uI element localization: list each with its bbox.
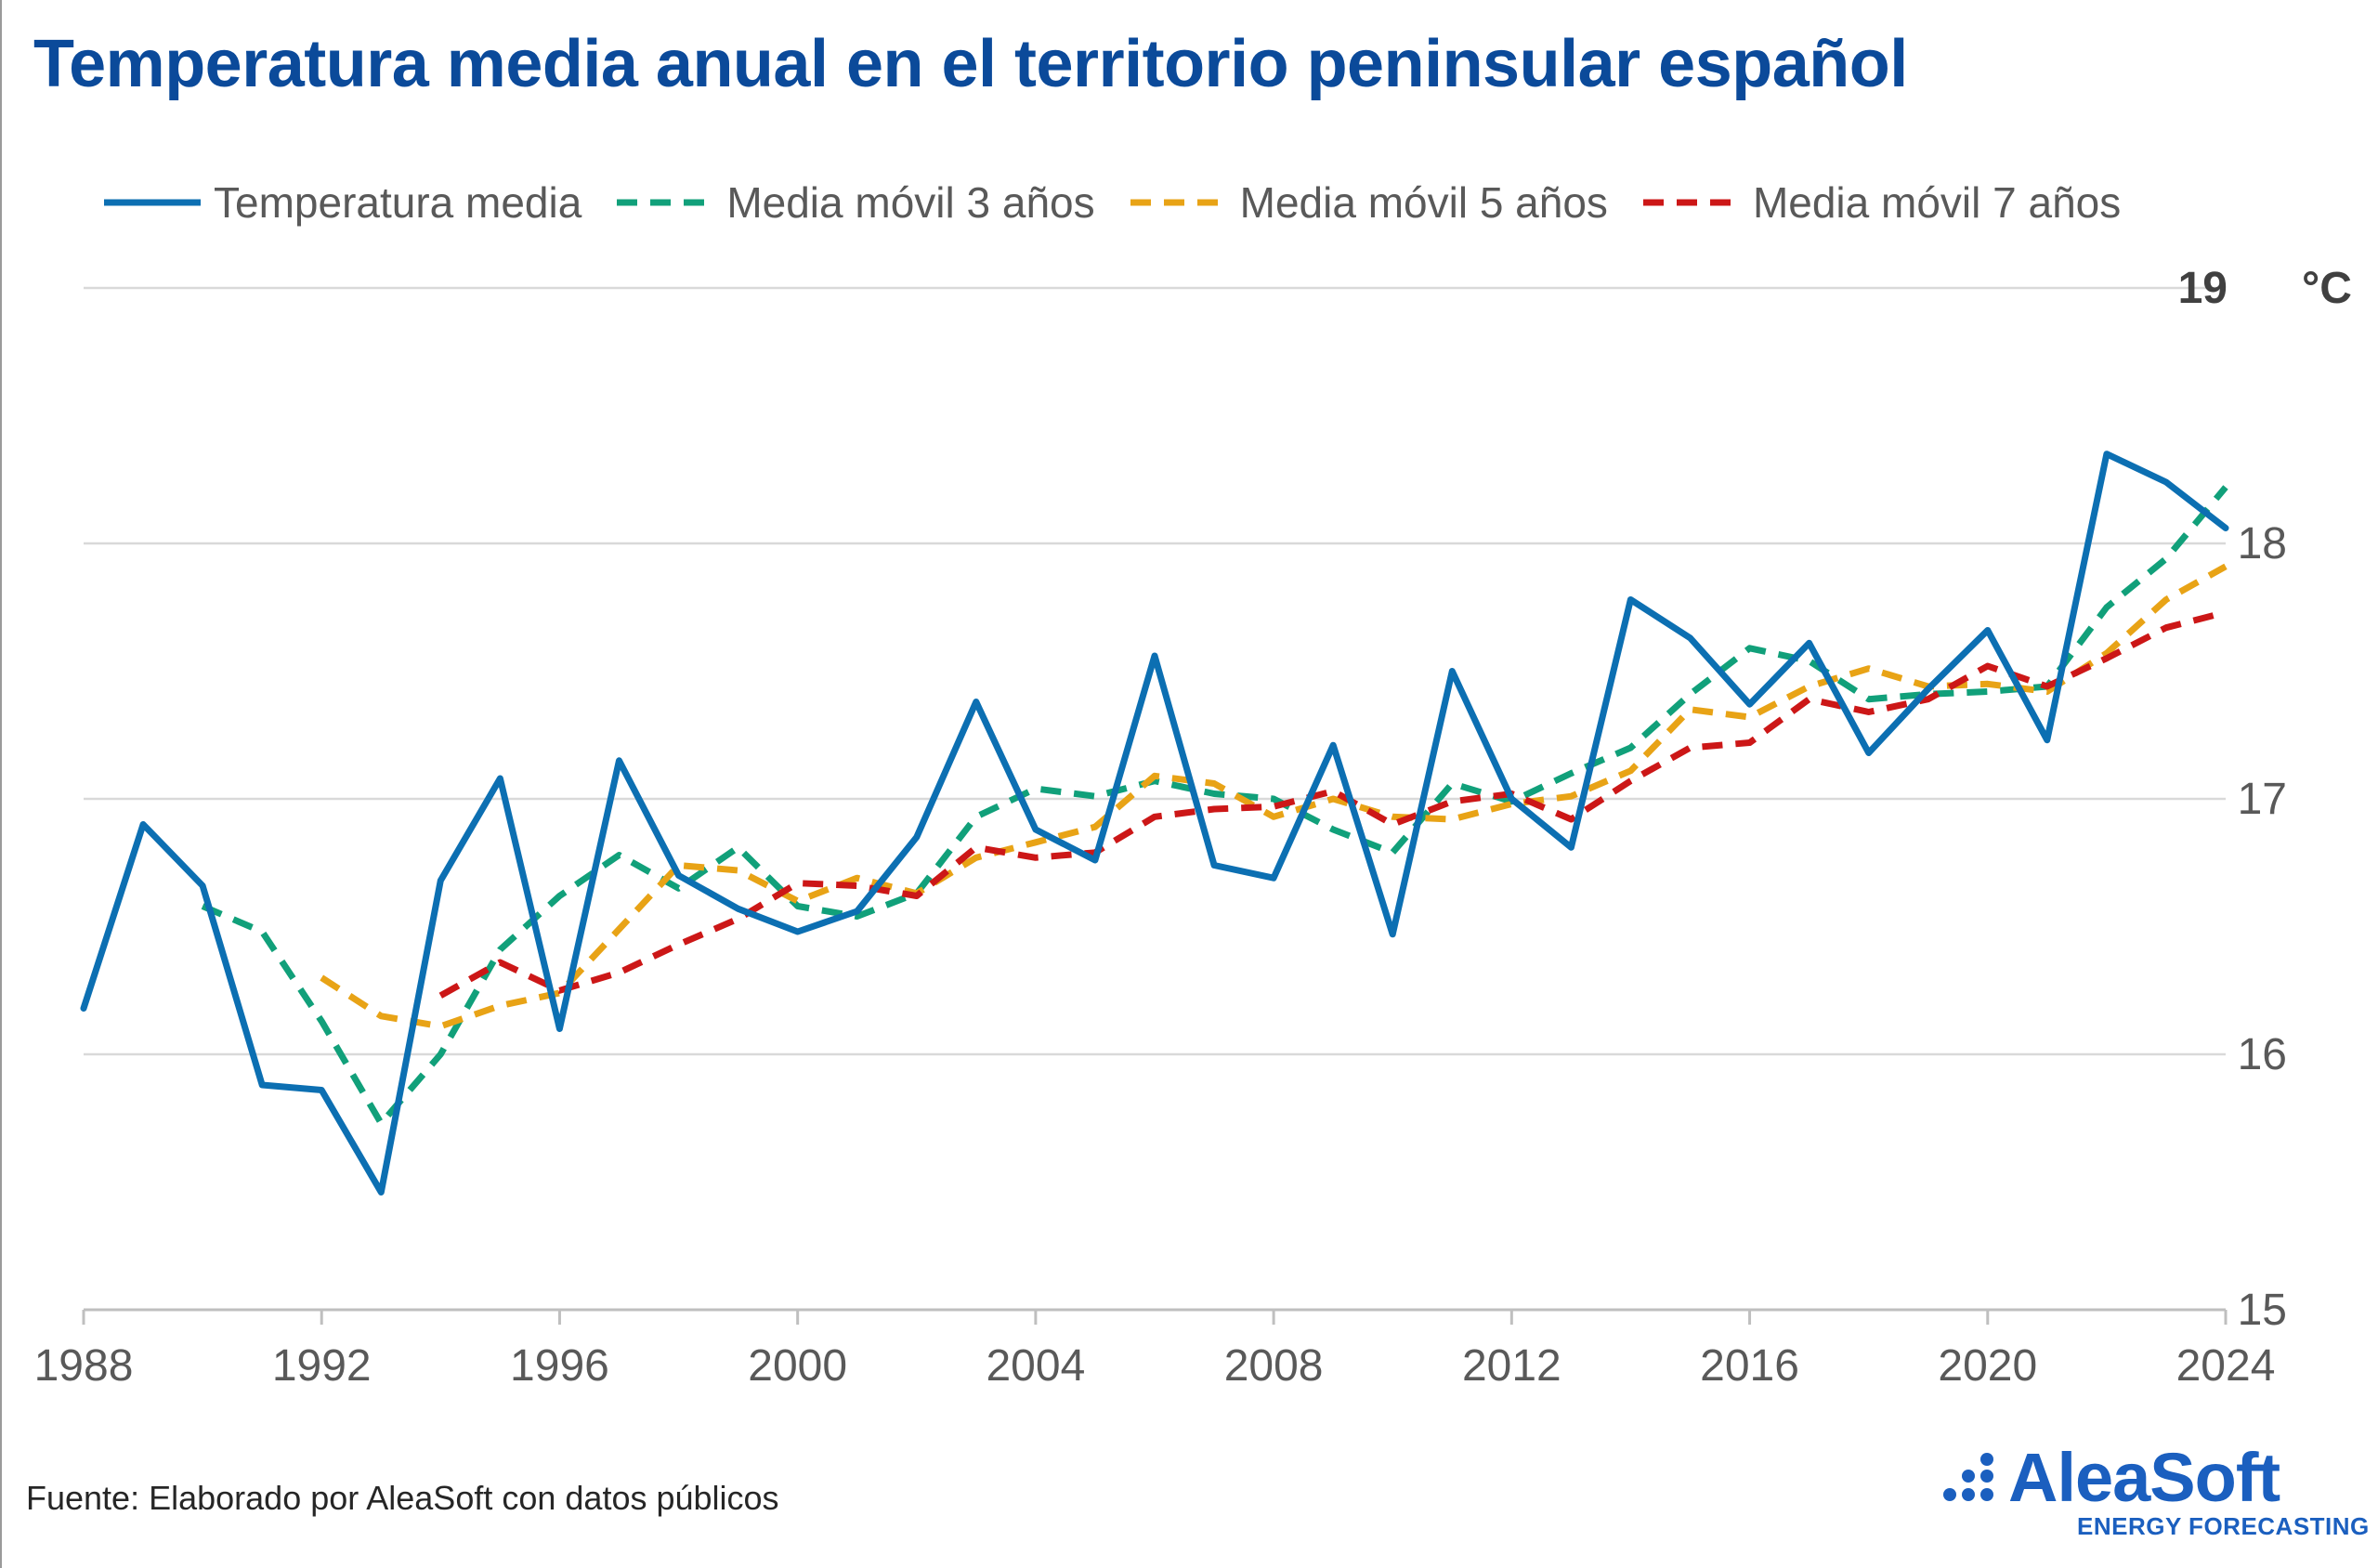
- legend-label: Media móvil 3 años: [726, 178, 1095, 227]
- logo-name: AleaSoft: [2008, 1439, 2280, 1516]
- legend-item-media-m-vil-5-a-os: Media móvil 5 años: [1129, 177, 1608, 228]
- legend-swatch-media-m-vil-5-a-os: [1130, 199, 1227, 206]
- legend-item-media-m-vil-3-a-os: Media móvil 3 años: [615, 177, 1095, 228]
- x-tick-label-2016: 2016: [1700, 1341, 1799, 1391]
- x-tick-label-2000: 2000: [748, 1341, 847, 1391]
- y-unit-label: °C: [2302, 264, 2352, 313]
- grid-lines: [84, 286, 2226, 1056]
- aleasoft-logo: AleaSoft ENERGY FORECASTING: [1941, 1438, 2369, 1540]
- logo-dots-icon: [1941, 1453, 2016, 1509]
- chart-legend: Temperatura media Media móvil 3 años Media…: [102, 175, 2154, 230]
- chart-title: Temperatura media anual en el territorio…: [33, 27, 1908, 101]
- logo-tagline: ENERGY FORECASTING: [2077, 1512, 2370, 1540]
- series-lines: [80, 451, 2229, 1196]
- series-line-media-m-vil-3-a-os: [201, 485, 2228, 1127]
- x-tick-label-2020: 2020: [1938, 1341, 2037, 1391]
- tick-labels: 1988 1992 1996 2000 2004 2008 2012 2016 2020 2024…: [34, 264, 2352, 1391]
- y-tick-label-18: 18: [2238, 519, 2287, 568]
- page-left-border: [0, 0, 2, 1568]
- x-tick-label-2012: 2012: [1462, 1341, 1561, 1391]
- series-line-media-m-vil-5-a-os: [320, 563, 2228, 1030]
- x-tick-label-1992: 1992: [272, 1341, 372, 1391]
- x-tick-label-2024: 2024: [2176, 1341, 2276, 1391]
- x-tick-label-2008: 2008: [1224, 1341, 1324, 1391]
- y-tick-label-16: 16: [2238, 1030, 2287, 1079]
- legend-label: Temperatura media: [214, 178, 582, 227]
- series-line-media-m-vil-7-a-os: [438, 608, 2227, 999]
- legend-item-temperatura-media: Temperatura media: [102, 177, 581, 228]
- y-tick-label-19: 19: [2178, 264, 2228, 313]
- legend-swatch-media-m-vil-3-a-os: [617, 199, 714, 206]
- x-tick-label-1988: 1988: [34, 1341, 134, 1391]
- legend-item-media-m-vil-7-a-os: Media móvil 7 años: [1641, 177, 2121, 228]
- y-tick-label-17: 17: [2238, 775, 2287, 824]
- legend-swatch-temperatura-media: [104, 199, 201, 206]
- legend-label: Media móvil 7 años: [1752, 178, 2122, 227]
- legend-swatch-media-m-vil-7-a-os: [1642, 199, 1740, 206]
- legend-label: Media móvil 5 años: [1239, 178, 1608, 227]
- source-note: Fuente: Elaborado por AleaSoft con datos…: [26, 1479, 779, 1517]
- series-line-temperatura-media: [80, 451, 2229, 1196]
- axes: [82, 1308, 2228, 1325]
- x-tick-label-1996: 1996: [510, 1341, 609, 1391]
- y-tick-label-15: 15: [2238, 1286, 2287, 1335]
- x-tick-label-2004: 2004: [986, 1341, 1085, 1391]
